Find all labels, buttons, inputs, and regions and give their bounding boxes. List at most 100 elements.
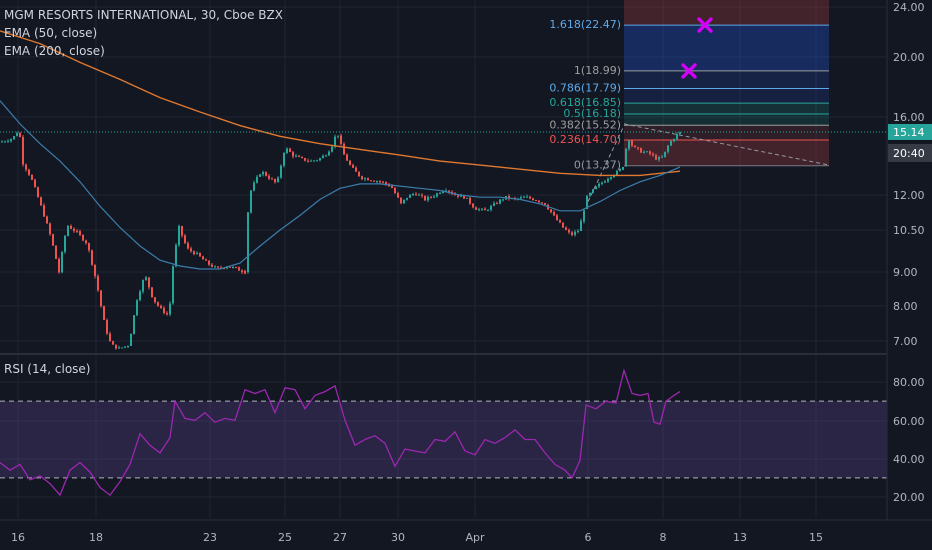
candle-body <box>316 160 318 162</box>
candle-body <box>637 147 639 149</box>
candle-body <box>634 145 636 148</box>
rsi-line <box>0 368 681 497</box>
candle-body <box>295 155 297 157</box>
candle-body <box>265 172 267 176</box>
fib-level-label: 0.5(16.18) <box>563 107 621 120</box>
candle-body <box>256 176 258 183</box>
candle-body <box>625 148 627 166</box>
time-tick-label: 27 <box>333 531 347 544</box>
candle-body <box>415 193 417 195</box>
candle-body <box>361 176 363 180</box>
candle-body <box>280 165 282 178</box>
candle-body <box>427 196 429 201</box>
time-tick-label: 23 <box>203 531 217 544</box>
candle-body <box>94 264 96 277</box>
rsi-tick-label: 60.00 <box>893 415 925 428</box>
ema200-legend[interactable]: EMA (200, close) <box>4 44 105 58</box>
candle-body <box>436 193 438 197</box>
candle-body <box>169 303 171 315</box>
candle-body <box>463 195 465 199</box>
candle-body <box>457 195 459 197</box>
candle-body <box>673 139 675 142</box>
cross-marker-icon <box>697 17 713 33</box>
cross-marker-icon <box>681 63 697 79</box>
time-tick-label: 8 <box>660 531 667 544</box>
candle-body <box>391 186 393 188</box>
candle-body <box>496 203 498 205</box>
time-scale <box>0 520 887 550</box>
candle-body <box>550 209 552 213</box>
candle-body <box>595 186 597 190</box>
price-tick-label: 9.00 <box>893 266 918 279</box>
candle-body <box>580 220 582 231</box>
candle-body <box>250 190 252 213</box>
candle-body <box>490 205 492 210</box>
candle-body <box>658 157 660 160</box>
fibonacci-retracement[interactable]: 0(13.37) 0.236(14.70) 0.382(15.52)0.5(16.1… <box>549 0 830 202</box>
candle-body <box>541 202 543 204</box>
candle-body <box>364 178 366 180</box>
candle-body <box>607 178 609 182</box>
candle-body <box>562 222 564 228</box>
rsi-tick-label: 20.00 <box>893 491 925 504</box>
candle-body <box>97 276 99 291</box>
candle-body <box>355 167 357 172</box>
time-tick-label: 18 <box>89 531 103 544</box>
candle-body <box>64 235 66 252</box>
price-tick-label: 8.00 <box>893 300 918 313</box>
candle-body <box>163 308 165 313</box>
candle-body <box>178 225 180 246</box>
candle-body <box>229 266 231 268</box>
candle-body <box>670 141 672 146</box>
candle-body <box>70 225 72 229</box>
candle-body <box>199 252 201 257</box>
candle-body <box>82 234 84 241</box>
candle-body <box>556 215 558 221</box>
fib-band <box>624 88 829 104</box>
candle-body <box>211 264 213 267</box>
candle-body <box>454 193 456 196</box>
price-tick-label: 16.00 <box>893 111 925 124</box>
candle-body <box>121 347 123 349</box>
candle-body <box>289 148 291 152</box>
candle-body <box>553 212 555 216</box>
candle-body <box>640 148 642 153</box>
candle-body <box>181 225 183 236</box>
candle-body <box>394 187 396 194</box>
candle-body <box>118 347 120 349</box>
ema50-legend[interactable]: EMA (50, close) <box>4 26 98 40</box>
candle-body <box>85 240 87 244</box>
candle-body <box>37 187 39 198</box>
candle-body <box>31 174 33 180</box>
candle-body <box>646 151 648 153</box>
candle-body <box>433 196 435 198</box>
candle-body <box>337 135 339 137</box>
candle-body <box>331 146 333 152</box>
candle-body <box>382 181 384 183</box>
candle-body <box>160 305 162 309</box>
candle-body <box>298 155 300 157</box>
candle-body <box>301 156 303 159</box>
candle-body <box>115 344 117 349</box>
fib-level-label: 1.618(22.47) <box>549 18 621 31</box>
candle-body <box>352 164 354 168</box>
candle-body <box>589 192 591 196</box>
candle-body <box>373 180 375 182</box>
candle-body <box>292 151 294 157</box>
candle-body <box>304 158 306 161</box>
candle-body <box>460 195 462 197</box>
rsi-legend[interactable]: RSI (14, close) <box>4 362 91 376</box>
chart-title[interactable]: MGM RESORTS INTERNATIONAL, 30, Cboe BZX <box>4 8 283 22</box>
candle-body <box>40 197 42 206</box>
fib-level-label: 0.382(15.52) <box>549 118 621 131</box>
candle-body <box>127 346 129 348</box>
candle-body <box>13 136 15 140</box>
candle-body <box>601 182 603 184</box>
time-tick-label: 15 <box>809 531 823 544</box>
candle-body <box>322 155 324 159</box>
candle-body <box>397 193 399 198</box>
candle-body <box>217 266 219 268</box>
candle-body <box>43 205 45 217</box>
